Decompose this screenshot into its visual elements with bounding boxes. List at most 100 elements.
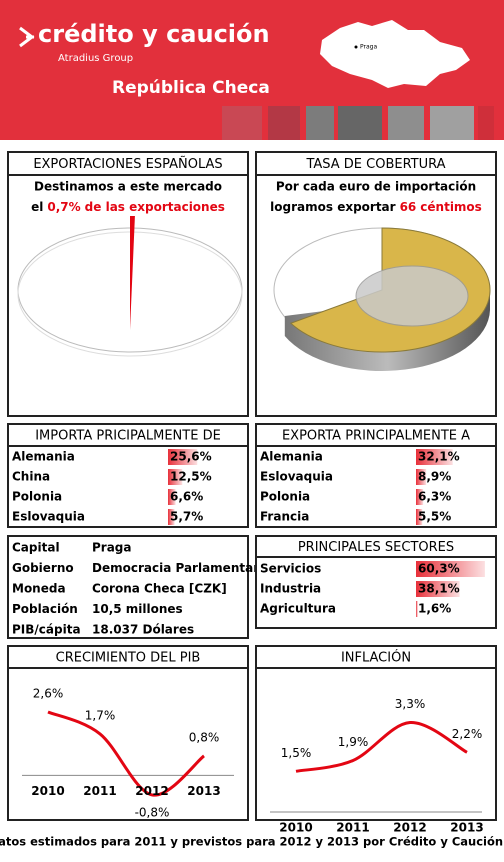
bar-value: 25,6%: [170, 450, 212, 464]
bar-value: 5,7%: [170, 510, 203, 524]
panel: [7, 151, 249, 417]
facts-panel: [7, 535, 249, 639]
panel-title-bar: [255, 423, 497, 447]
fact-value: 18.037 Dólares: [92, 623, 194, 637]
panel-note: logramos exportar 66 céntimos: [270, 200, 482, 214]
row-label: Polonia: [260, 490, 310, 504]
panel-title: EXPORTA PRINCIPALMENTE A: [282, 429, 470, 444]
x-tick-label: 2012: [135, 784, 168, 798]
row-label: Agricultura: [260, 602, 336, 616]
panel-title: INFLACIÓN: [341, 650, 411, 666]
x-tick-label: 2011: [336, 821, 369, 835]
fact-label: Capital: [12, 541, 60, 555]
panel-title: TASA DE COBERTURA: [305, 157, 445, 172]
panel-title: PRINCIPALES SECTORES: [298, 540, 454, 555]
x-tick-label: 2013: [187, 784, 220, 798]
bar: [168, 469, 183, 485]
x-tick-label: 2012: [393, 821, 426, 835]
header-strip: [222, 106, 494, 140]
bar: [416, 449, 453, 465]
panel-title: IMPORTA PRICIPALMENTE DE: [35, 429, 221, 444]
data-label: -0,8%: [135, 805, 170, 819]
x-tick-label: 2010: [279, 821, 312, 835]
line: [295, 721, 468, 773]
data-label: 1,7%: [85, 708, 116, 722]
panel-title-bar: [7, 645, 249, 669]
x-tick-label: 2010: [31, 784, 64, 798]
fact-value: Corona Checa [CZK]: [92, 582, 227, 596]
row-label: Polonia: [12, 490, 62, 504]
panel-subtitle: Por cada euro de importación: [276, 180, 476, 194]
pie-slice: [130, 216, 135, 330]
note-suffix: céntimos: [420, 200, 482, 214]
data-label: 1,9%: [338, 735, 369, 749]
data-label: 2,2%: [452, 727, 483, 741]
panel: [255, 645, 497, 821]
fact-label: Población: [12, 602, 78, 616]
row-label: Alemania: [260, 450, 323, 464]
coin-center: [355, 265, 469, 327]
x-tick-label: 2013: [450, 821, 483, 835]
bar-value: 8,9%: [418, 470, 451, 484]
row-label: Industria: [260, 582, 321, 596]
note-suffix: de las exportaciones: [85, 200, 225, 214]
row-label: Francia: [260, 510, 309, 524]
bar: [416, 469, 427, 485]
data-label: 1,5%: [281, 746, 312, 760]
data-label: 3,3%: [395, 697, 426, 711]
bar: [416, 601, 418, 617]
bar-value: 6,3%: [418, 490, 451, 504]
fact-label: PIB/cápita: [12, 623, 81, 637]
bar-value: 12,5%: [170, 470, 212, 484]
bar: [416, 561, 485, 577]
logo-mark: [19, 26, 35, 48]
map-label: Praga: [360, 44, 377, 51]
panel-title-bar: [7, 151, 249, 176]
bar: [168, 489, 176, 505]
country-map: [320, 20, 470, 88]
row-label: Eslovaquia: [12, 510, 85, 524]
bar: [416, 581, 460, 597]
bar-value: 32,1%: [418, 450, 460, 464]
x-tick-label: 2011: [83, 784, 116, 798]
brand: crédito y caución: [38, 20, 270, 48]
panel-note: el 0,7% de las exportaciones: [31, 200, 225, 214]
bar: [168, 449, 198, 465]
panel: [7, 645, 249, 821]
panel-title-bar: [7, 423, 249, 447]
fact-value: Praga: [92, 541, 132, 555]
fact-value: Democracia Parlamentaria: [92, 561, 271, 575]
line: [47, 710, 205, 797]
bar-value: 38,1%: [418, 582, 460, 596]
panel-title-bar: [255, 645, 497, 669]
panel-title-bar: [255, 535, 497, 558]
panel-title-bar: [255, 151, 497, 176]
bar-value: 60,3%: [418, 562, 460, 576]
row-label: Alemania: [12, 450, 75, 464]
note-prefix: el: [31, 200, 43, 214]
row-label: Eslovaquia: [260, 470, 333, 484]
country-name: República Checa: [112, 78, 270, 98]
row-label: China: [12, 470, 50, 484]
note-value: 66: [400, 200, 417, 214]
bar: [168, 509, 175, 525]
bar: [416, 489, 424, 505]
panel-subtitle: Destinamos a este mercado: [34, 180, 222, 194]
footer-note: Datos estimados para 2011 y previstos pa…: [0, 835, 504, 849]
bar-value: 5,5%: [418, 510, 451, 524]
brand-group: Atradius Group: [58, 53, 133, 64]
bar: [416, 509, 423, 525]
data-label: 0,8%: [189, 730, 220, 744]
note-prefix: logramos exportar: [270, 200, 395, 214]
capital-dot: [354, 45, 358, 49]
fact-value: 10,5 millones: [92, 602, 183, 616]
note-value: 0,7%: [47, 200, 80, 214]
row-label: Servicios: [260, 562, 321, 576]
panel-title: EXPORTACIONES ESPAÑOLAS: [33, 156, 222, 172]
data-label: 2,6%: [33, 686, 64, 700]
fact-label: Gobierno: [12, 561, 74, 575]
fact-label: Moneda: [12, 582, 66, 596]
bar-value: 1,6%: [418, 602, 451, 616]
